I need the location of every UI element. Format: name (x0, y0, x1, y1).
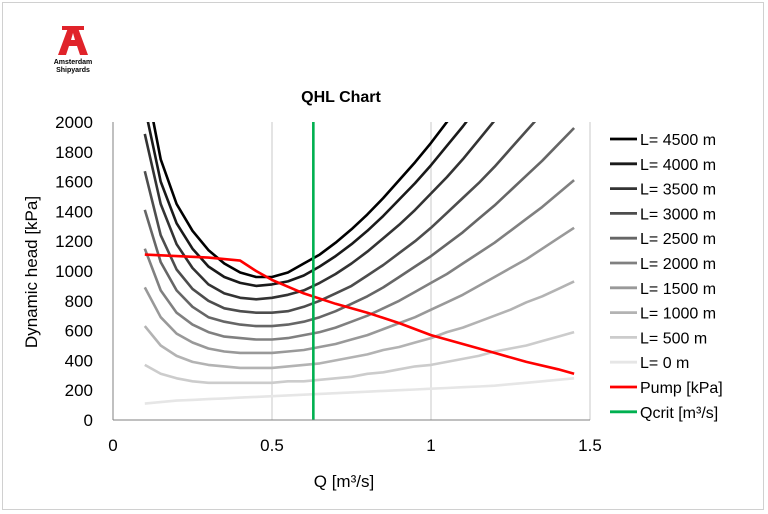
legend-label-8: L= 500 m (640, 330, 707, 347)
chart-title: QHL Chart (301, 89, 381, 106)
y-tick-label-4: 800 (65, 292, 93, 311)
y-tick-label-6: 1200 (55, 232, 93, 251)
y-tick-label-5: 1000 (55, 262, 93, 281)
x-tick-label-2: 1 (426, 436, 435, 455)
legend-label-0: L= 4500 m (640, 132, 716, 149)
series-line-2 (143, 122, 496, 301)
legend-label-9: L= 0 m (640, 355, 689, 372)
x-tick-label-0: 0 (108, 436, 117, 455)
series-line-6 (143, 226, 575, 355)
pump-curve-line (144, 253, 575, 376)
legend-label-3: L= 3000 m (640, 206, 716, 223)
legend-label-5: L= 2000 m (640, 256, 716, 273)
y-tick-label-9: 1800 (55, 143, 93, 162)
series-line-5 (143, 179, 575, 341)
logo-mark-icon (58, 28, 88, 55)
legend-label-10: Pump [kPa] (640, 380, 723, 397)
series-line-9 (144, 377, 575, 405)
amsterdam-shipyards-logo: Amsterdam Shipyards (54, 26, 93, 74)
legend-label-7: L= 1000 m (640, 306, 716, 323)
pump-curve-group (144, 253, 575, 376)
series-line-3 (143, 122, 537, 314)
legend-label-4: L= 2500 m (640, 231, 716, 248)
y-axis-label: Dynamic head [kPa] (22, 196, 41, 348)
gridlines (271, 122, 591, 420)
y-tick-label-8: 1600 (55, 173, 93, 192)
legend-label-1: L= 4000 m (640, 157, 716, 174)
tick-labels: 0 0.5 1 1.5 0 200 400 600 800 1000 1200 1400 1600 180… (55, 113, 602, 455)
legend-label-6: L= 1500 m (640, 281, 716, 298)
axes-group (112, 122, 590, 421)
x-axis-label: Q [m³/s] (314, 472, 374, 491)
legend: L= 4500 m L= 4000 m L= 3500 m L= 3000 m L= 2… (610, 132, 723, 422)
y-tick-label-7: 1400 (55, 202, 93, 221)
y-tick-label-0: 0 (84, 411, 93, 430)
series-line-7 (143, 280, 575, 370)
logo-text-line2: Shipyards (56, 67, 90, 74)
series-line-0 (152, 122, 449, 279)
curves-group (143, 122, 576, 405)
logo-text-line1: Amsterdam (54, 59, 93, 66)
legend-label-2: L= 3500 m (640, 182, 716, 199)
x-tick-label-1: 0.5 (260, 436, 284, 455)
y-tick-label-2: 400 (65, 351, 93, 370)
y-tick-label-10: 2000 (55, 113, 93, 132)
legend-label-11: Qcrit [m³/s] (640, 405, 718, 422)
series-line-8 (144, 330, 575, 385)
y-tick-label-3: 600 (65, 322, 93, 341)
series-line-1 (146, 122, 468, 288)
x-tick-label-3: 1.5 (578, 436, 602, 455)
y-tick-label-1: 200 (65, 381, 93, 400)
series-line-4 (143, 127, 576, 328)
